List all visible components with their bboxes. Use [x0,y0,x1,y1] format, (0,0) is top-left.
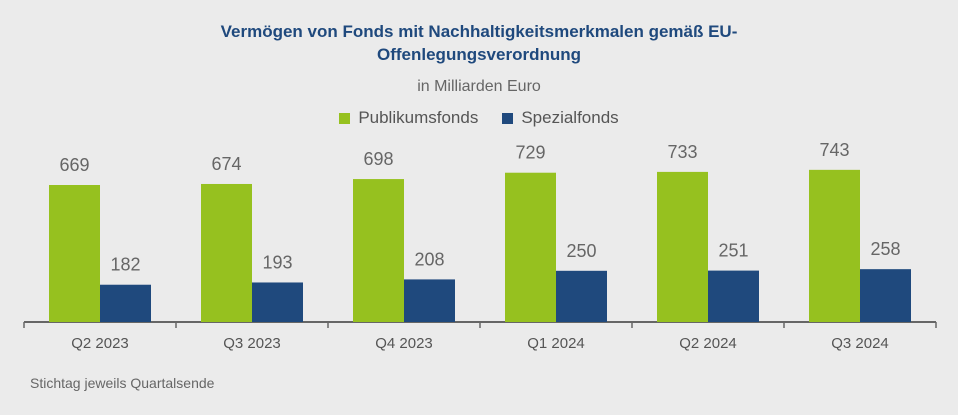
x-tick-label: Q2 2024 [679,335,737,352]
bar-publikumsfonds-q3-2024 [809,169,860,322]
data-label: 250 [566,241,596,261]
bar-publikumsfonds-q3-2023 [201,183,252,322]
x-tick-label: Q3 2024 [831,335,889,352]
x-tick-label: Q2 2023 [71,335,129,352]
data-label: 674 [211,154,241,174]
legend: Publikumsfonds Spezialfonds [0,108,958,128]
footnote: Stichtag jeweils Quartalsende [30,375,215,391]
data-label: 182 [110,255,140,275]
bar-publikumsfonds-q2-2024 [657,171,708,322]
bar-spezialfonds-q3-2023 [252,282,303,322]
bar-spezialfonds-q2-2024 [708,270,759,322]
legend-label: Publikumsfonds [358,108,479,127]
legend-item-spezialfonds: Spezialfonds [502,108,619,128]
chart-title-line-2: Offenlegungsverordnung [377,45,581,64]
data-label: 669 [59,155,89,175]
data-label: 258 [870,239,900,259]
data-label: 698 [363,149,393,169]
legend-item-publikumsfonds: Publikumsfonds [339,108,478,128]
legend-label: Spezialfonds [521,108,619,127]
bar-publikumsfonds-q1-2024 [505,172,556,322]
bar-spezialfonds-q1-2024 [556,270,607,322]
legend-swatch-publikumsfonds [339,112,351,124]
chart-title: Vermögen von Fonds mit Nachhaltigkeitsme… [0,20,958,66]
x-tick-label: Q4 2023 [375,335,433,352]
bar-publikumsfonds-q4-2023 [353,179,404,322]
x-tick-label: Q1 2024 [527,335,585,352]
data-label: 743 [819,140,849,160]
data-label: 251 [718,241,748,261]
chart-subtitle: in Milliarden Euro [417,78,541,95]
bar-publikumsfonds-q2-2023 [49,185,100,322]
bar-spezialfonds-q3-2024 [860,269,911,322]
bar-spezialfonds-q2-2023 [100,284,151,322]
data-label: 729 [515,143,545,163]
data-label: 193 [262,252,292,272]
data-label: 733 [667,142,697,162]
data-label: 208 [414,249,444,269]
chart-title-line-1: Vermögen von Fonds mit Nachhaltigkeitsme… [220,22,738,41]
bar-spezialfonds-q4-2023 [404,279,455,322]
legend-swatch-spezialfonds [502,112,514,124]
x-tick-label: Q3 2023 [223,335,281,352]
